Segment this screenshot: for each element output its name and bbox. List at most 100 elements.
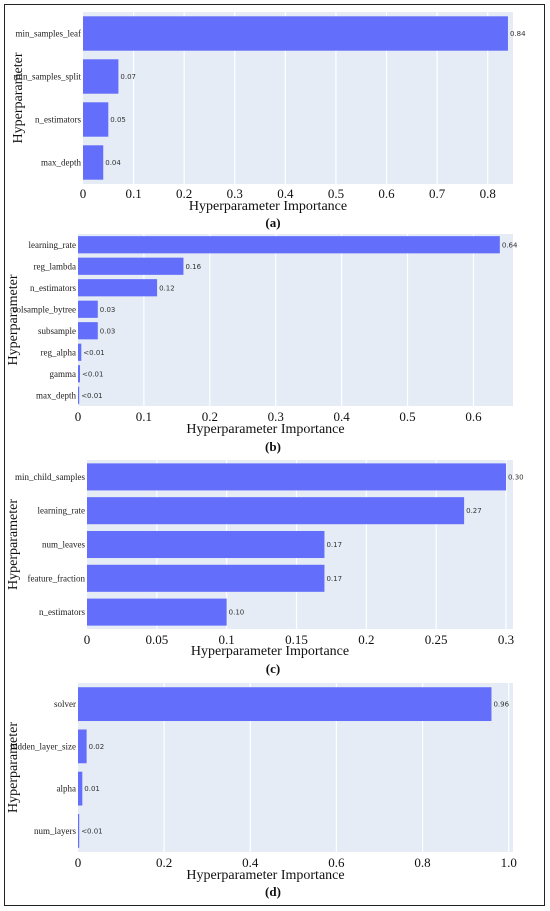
x-tick-label: 0.2	[202, 409, 218, 424]
x-axis-label: Hyperparameter Importance	[191, 644, 349, 659]
x-tick-label: 0.3	[227, 186, 243, 201]
value-label: 0.03	[100, 306, 116, 314]
panel-label: (b)	[265, 439, 281, 454]
category-label: min_samples_leaf	[16, 29, 81, 39]
value-label: 0.30	[508, 473, 524, 481]
bar	[78, 236, 500, 254]
value-label: 0.10	[229, 609, 245, 617]
x-tick-label: 0	[75, 409, 82, 424]
bar	[78, 813, 80, 848]
category-label: feature_fraction	[28, 573, 86, 583]
bar	[78, 279, 158, 297]
y-axis-label: Hyperparameter	[6, 274, 21, 365]
x-tick-label: 0.05	[145, 632, 168, 647]
category-label: gamma	[50, 369, 77, 379]
x-tick-label: 0.8	[480, 186, 496, 201]
value-label: <0.01	[83, 349, 104, 357]
x-axis-label: Hyperparameter Importance	[186, 422, 344, 437]
value-label: 0.07	[120, 73, 136, 81]
y-axis-label: Hyperparameter	[11, 52, 26, 143]
bar	[83, 59, 119, 94]
bar	[78, 386, 80, 404]
bar	[78, 300, 98, 318]
y-axis-label: Hyperparameter	[6, 499, 21, 590]
category-label: alpha	[57, 784, 77, 794]
value-label: <0.01	[82, 370, 103, 378]
value-label: 0.03	[100, 327, 116, 335]
x-tick-label: 0.3	[268, 409, 284, 424]
x-tick-label: 0.1	[219, 632, 235, 647]
value-label: 0.17	[326, 575, 342, 583]
bar	[87, 497, 465, 525]
bar	[83, 16, 508, 51]
x-tick-label: 0.2	[176, 186, 192, 201]
x-tick-label: 0	[75, 855, 82, 870]
panel-label: (a)	[265, 215, 280, 230]
x-tick-label: 0.4	[277, 186, 294, 201]
category-label: max_depth	[36, 390, 76, 400]
bar	[87, 564, 325, 592]
x-axis-label: Hyperparameter Importance	[189, 199, 347, 214]
x-tick-label: 0.2	[358, 632, 374, 647]
x-tick-label: 0	[84, 632, 91, 647]
bar	[78, 322, 98, 340]
category-label: num_layers	[34, 826, 76, 836]
chart-panel-b: learning_rate 0.64 reg_lambda 0.16 n_estimat…	[6, 234, 518, 454]
bar	[78, 257, 184, 275]
y-axis-label: Hyperparameter	[6, 722, 21, 813]
x-tick-label: 0.5	[399, 409, 415, 424]
category-label: min_samples_split	[14, 72, 82, 82]
panel-label: (d)	[265, 884, 281, 899]
value-label: 0.16	[185, 263, 201, 271]
bar	[78, 687, 492, 722]
value-label: 0.17	[326, 541, 342, 549]
category-label: solver	[54, 699, 76, 709]
panel-label: (c)	[266, 661, 280, 676]
chart-panel-a: min_samples_leaf 0.84 min_samples_split 0.0…	[11, 12, 526, 230]
value-label: 0.96	[493, 701, 509, 709]
bar	[78, 343, 82, 361]
x-tick-label: 0.6	[328, 855, 345, 870]
value-label: 0.01	[84, 785, 100, 793]
category-label: hidden_layer_size	[11, 741, 76, 751]
category-label: reg_lambda	[34, 261, 76, 271]
x-tick-label: 0.15	[285, 632, 308, 647]
x-tick-label: 0.3	[498, 632, 514, 647]
category-label: n_estimators	[39, 607, 85, 617]
bar	[78, 771, 83, 806]
x-tick-label: 0.6	[378, 186, 395, 201]
value-label: 0.04	[105, 159, 121, 167]
value-label: 0.12	[159, 284, 175, 292]
value-label: 0.64	[502, 241, 518, 249]
bar	[87, 598, 227, 626]
x-tick-label: 0.6	[465, 409, 482, 424]
x-tick-label: 0.5	[328, 186, 344, 201]
bar	[78, 365, 80, 383]
value-label: <0.01	[81, 827, 102, 835]
value-label: <0.01	[81, 392, 102, 400]
bar	[83, 145, 104, 180]
category-label: min_child_samples	[15, 472, 85, 482]
value-label: 0.84	[510, 30, 526, 38]
x-tick-label: 0.4	[242, 855, 259, 870]
x-tick-label: 0.8	[414, 855, 430, 870]
category-label: learning_rate	[38, 506, 85, 516]
value-label: 0.27	[466, 507, 482, 515]
category-label: reg_alpha	[41, 347, 76, 357]
x-tick-label: 0.4	[334, 409, 351, 424]
category-label: n_estimators	[35, 115, 81, 125]
category-label: max_depth	[41, 158, 81, 168]
category-label: learning_rate	[29, 240, 76, 250]
x-tick-label: 1.0	[501, 855, 517, 870]
category-label: num_leaves	[42, 540, 85, 550]
x-tick-label: 0.25	[425, 632, 448, 647]
category-label: colsample_bytree	[13, 304, 76, 314]
bar	[78, 729, 87, 764]
bar	[87, 463, 507, 491]
x-tick-label: 0.1	[136, 409, 152, 424]
x-tick-label: 0.2	[156, 855, 172, 870]
bar	[87, 530, 325, 559]
category-label: n_estimators	[30, 283, 76, 293]
